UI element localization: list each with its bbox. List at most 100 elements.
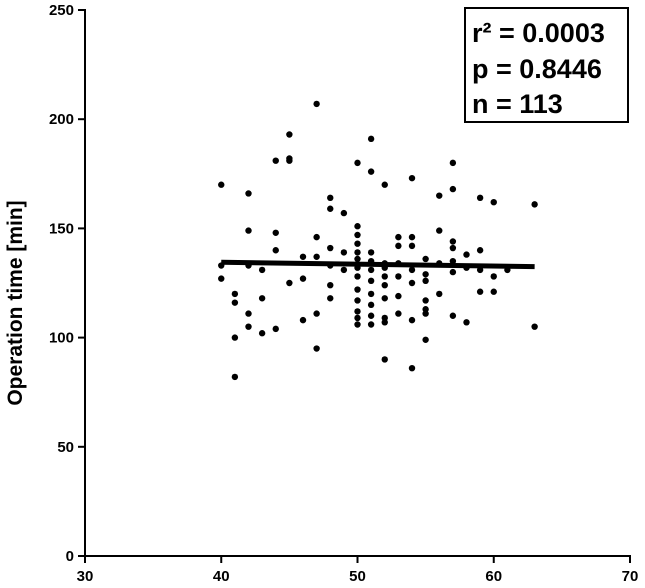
data-point (449, 268, 457, 276)
data-point (367, 321, 375, 328)
data-point (367, 301, 375, 309)
data-point (408, 242, 416, 250)
data-point (354, 308, 361, 315)
data-point (408, 233, 416, 241)
y-tick-label: 250 (49, 2, 74, 19)
data-point (354, 249, 361, 256)
data-point (476, 247, 484, 254)
data-point (340, 266, 348, 274)
data-points (218, 100, 538, 381)
data-point (313, 233, 320, 241)
y-axis-ticks: 0 50 100 150 200 250 (49, 2, 85, 565)
data-point (231, 290, 239, 298)
data-point (245, 310, 252, 317)
data-point (354, 240, 361, 247)
data-point (327, 244, 334, 252)
data-point (449, 312, 457, 319)
data-point (436, 227, 443, 234)
data-point (395, 242, 402, 250)
y-tick-label: 50 (57, 439, 74, 456)
data-point (381, 273, 388, 280)
data-point (272, 229, 279, 236)
regression-line (221, 259, 535, 270)
data-point (272, 325, 279, 333)
y-tick-label: 0 (66, 548, 74, 565)
data-point (354, 286, 361, 293)
y-tick-label: 200 (49, 111, 74, 128)
data-point (354, 255, 361, 263)
data-point (531, 201, 538, 208)
data-point (422, 310, 429, 317)
data-point (340, 249, 348, 256)
data-point (313, 310, 320, 317)
data-point (313, 345, 320, 352)
data-point (327, 194, 334, 202)
data-point (395, 273, 402, 280)
x-tick-label: 60 (485, 568, 502, 585)
data-point (463, 319, 470, 326)
data-point (231, 373, 239, 381)
data-point (354, 231, 361, 239)
data-point (367, 266, 375, 274)
x-tick-label: 30 (77, 568, 94, 585)
data-point (422, 297, 429, 304)
data-point (286, 131, 293, 138)
data-point (408, 316, 416, 324)
y-axis-title: Operation time [min] (4, 200, 27, 405)
data-point (354, 223, 361, 230)
data-point (422, 255, 429, 263)
data-point (218, 181, 225, 188)
stat-n-count: n = 113 (472, 89, 563, 119)
data-point (476, 288, 484, 295)
data-point (286, 279, 293, 287)
x-tick-label: 40 (213, 568, 230, 585)
data-point (327, 281, 334, 289)
data-point (313, 253, 320, 260)
data-point (327, 295, 334, 302)
data-point (354, 297, 361, 304)
data-point (476, 194, 484, 202)
data-point (286, 157, 293, 164)
data-point (381, 295, 388, 302)
data-point (436, 290, 443, 298)
data-point (422, 271, 429, 278)
data-point (449, 238, 457, 245)
data-point (422, 336, 429, 343)
data-point (354, 321, 361, 328)
data-point (395, 292, 402, 300)
data-point (231, 334, 239, 341)
data-point (367, 135, 375, 143)
data-point (367, 168, 375, 175)
stats-box (464, 7, 629, 123)
data-point (231, 299, 239, 306)
data-point (218, 275, 225, 282)
stat-r-squared: r² = 0.0003 (472, 18, 605, 48)
data-point (490, 288, 497, 295)
data-point (245, 227, 252, 234)
data-point (299, 316, 307, 324)
data-point (245, 323, 252, 330)
data-point (354, 273, 361, 280)
data-point (313, 100, 320, 108)
data-point (272, 157, 279, 164)
data-point (449, 159, 457, 167)
data-point (490, 273, 497, 280)
y-tick-label: 150 (49, 220, 74, 237)
data-point (395, 310, 402, 317)
data-point (367, 249, 375, 256)
data-point (367, 277, 375, 285)
y-tick-label: 100 (49, 330, 74, 347)
data-point (327, 205, 334, 212)
data-point (367, 290, 375, 298)
data-point (449, 257, 457, 265)
data-point (381, 281, 388, 289)
data-point (449, 244, 457, 252)
data-point (490, 198, 497, 206)
data-point (531, 323, 538, 330)
data-point (245, 190, 252, 197)
data-point (299, 253, 307, 260)
data-point (354, 159, 361, 167)
data-point (408, 279, 416, 287)
